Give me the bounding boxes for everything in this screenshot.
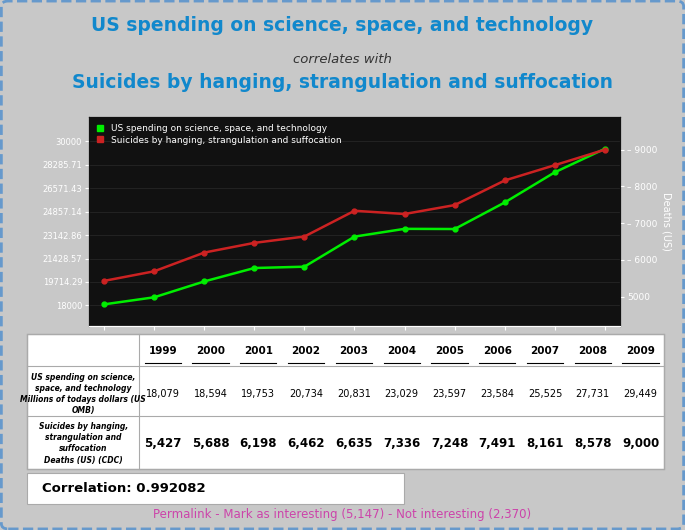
Y-axis label: Deaths (US): Deaths (US) (661, 192, 671, 251)
Text: US spending on science,
space, and technology
Millions of todays dollars (US
OMB: US spending on science, space, and techn… (21, 373, 146, 415)
Text: 25,525: 25,525 (528, 389, 562, 399)
Text: Correlation: 99%    Sources: US OMB & CDC    tylervigen.com: Correlation: 99% Sources: US OMB & CDC t… (375, 353, 610, 362)
Text: 5,688: 5,688 (192, 437, 229, 450)
Text: 20,734: 20,734 (289, 389, 323, 399)
Text: 23,597: 23,597 (432, 389, 466, 399)
Text: 8,161: 8,161 (526, 437, 564, 450)
Text: 5,427: 5,427 (144, 437, 182, 450)
Text: Correlation: 0.992082: Correlation: 0.992082 (42, 482, 206, 494)
Text: 20,831: 20,831 (337, 389, 371, 399)
Text: 6,198: 6,198 (240, 437, 277, 450)
Text: 23,584: 23,584 (480, 389, 514, 399)
Text: 7,491: 7,491 (479, 437, 516, 450)
Text: Suicides by hanging, strangulation and suffocation: Suicides by hanging, strangulation and s… (72, 73, 613, 92)
Text: 7,248: 7,248 (431, 437, 468, 450)
Text: 2001: 2001 (244, 346, 273, 356)
Text: 2004: 2004 (387, 346, 416, 356)
Text: 2005: 2005 (435, 346, 464, 356)
Text: 1999: 1999 (149, 346, 177, 356)
Legend: US spending on science, space, and technology, Suicides by hanging, strangulatio: US spending on science, space, and techn… (94, 121, 344, 147)
Text: 23,029: 23,029 (385, 389, 419, 399)
Text: 7,336: 7,336 (383, 437, 421, 450)
Text: Suicides by hanging,
strangulation and
suffocation
Deaths (US) (CDC): Suicides by hanging, strangulation and s… (38, 422, 128, 464)
Text: 2009: 2009 (626, 346, 655, 356)
Text: 9,000: 9,000 (622, 437, 659, 450)
Text: 2008: 2008 (578, 346, 608, 356)
Text: US spending on science, space, and technology: US spending on science, space, and techn… (91, 15, 594, 34)
Text: 2007: 2007 (530, 346, 560, 356)
Text: 2003: 2003 (339, 346, 369, 356)
Text: correlates with: correlates with (293, 53, 392, 66)
Text: 8,578: 8,578 (574, 437, 612, 450)
Text: 2000: 2000 (196, 346, 225, 356)
Text: 18,594: 18,594 (194, 389, 227, 399)
Text: 27,731: 27,731 (575, 389, 610, 399)
Text: Permalink - Mark as interesting (5,147) - Not interesting (2,370): Permalink - Mark as interesting (5,147) … (153, 508, 532, 522)
FancyBboxPatch shape (27, 334, 664, 469)
Text: 6,635: 6,635 (335, 437, 373, 450)
Text: 2006: 2006 (483, 346, 512, 356)
Text: 18,079: 18,079 (146, 389, 179, 399)
Text: 19,753: 19,753 (241, 389, 275, 399)
Text: 2002: 2002 (292, 346, 321, 356)
Text: 29,449: 29,449 (623, 389, 658, 399)
FancyBboxPatch shape (27, 473, 404, 503)
Text: 6,462: 6,462 (288, 437, 325, 450)
